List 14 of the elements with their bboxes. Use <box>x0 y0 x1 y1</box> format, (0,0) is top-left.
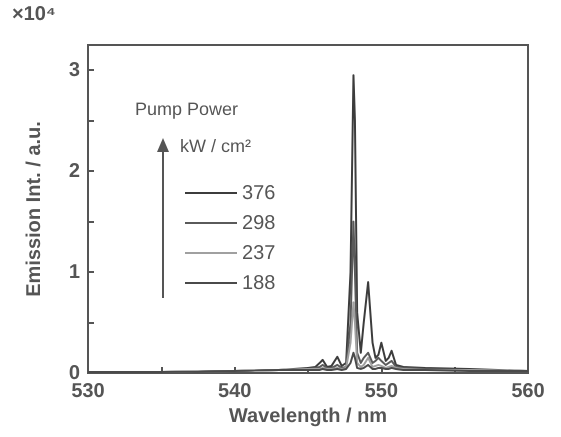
legend-label: 376 <box>242 182 276 204</box>
x-tick-label: 560 <box>511 380 545 402</box>
y-tick-label: 2 <box>68 160 80 182</box>
legend-label: 237 <box>242 242 276 264</box>
y-axis-title: Emission Int. / a.u. <box>23 121 45 297</box>
x-tick-label: 540 <box>218 380 252 402</box>
text: ×10⁴ <box>12 3 56 25</box>
legend-label: 188 <box>242 272 276 294</box>
y-tick-label: 3 <box>68 59 80 82</box>
y-tick-label: 1 <box>68 261 80 284</box>
legend-title: Pump Power kW / cm² <box>135 99 251 156</box>
legend-label: 298 <box>242 212 276 234</box>
x-axis-title: Wavelength / nm <box>228 404 388 427</box>
x-tick-label: 550 <box>364 380 398 402</box>
